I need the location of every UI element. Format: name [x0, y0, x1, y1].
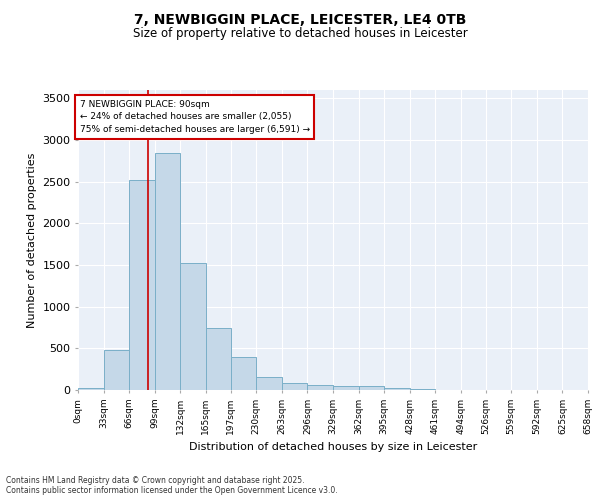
Bar — [410, 389, 436, 390]
Text: 7, NEWBIGGIN PLACE, LEICESTER, LE4 0TB: 7, NEWBIGGIN PLACE, LEICESTER, LE4 0TB — [134, 12, 466, 26]
Bar — [282, 384, 307, 390]
Bar — [307, 385, 333, 390]
Bar — [256, 377, 282, 390]
Bar — [155, 152, 181, 390]
Bar — [104, 350, 129, 390]
Bar — [78, 388, 104, 390]
Text: 7 NEWBIGGIN PLACE: 90sqm
← 24% of detached houses are smaller (2,055)
75% of sem: 7 NEWBIGGIN PLACE: 90sqm ← 24% of detach… — [80, 100, 310, 134]
Bar — [230, 357, 256, 390]
Bar — [206, 328, 232, 390]
X-axis label: Distribution of detached houses by size in Leicester: Distribution of detached houses by size … — [189, 442, 477, 452]
Bar — [333, 386, 359, 390]
Bar — [181, 262, 206, 390]
Bar — [359, 386, 384, 390]
Y-axis label: Number of detached properties: Number of detached properties — [26, 152, 37, 328]
Bar — [129, 180, 155, 390]
Bar — [384, 388, 410, 390]
Text: Contains HM Land Registry data © Crown copyright and database right 2025.
Contai: Contains HM Land Registry data © Crown c… — [6, 476, 338, 495]
Text: Size of property relative to detached houses in Leicester: Size of property relative to detached ho… — [133, 28, 467, 40]
